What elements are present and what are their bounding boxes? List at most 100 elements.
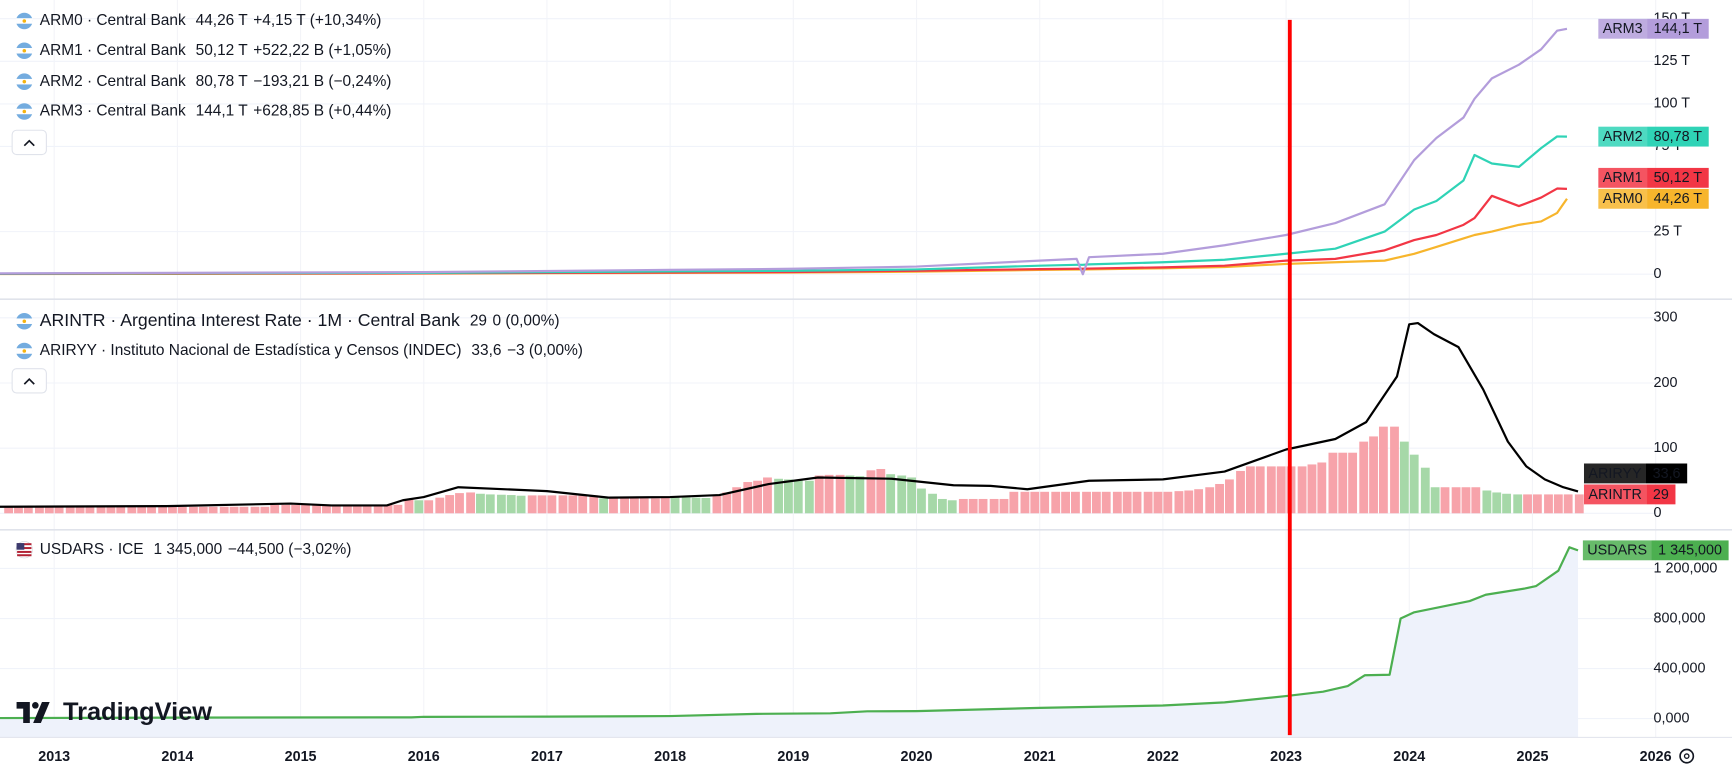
bar: [198, 506, 208, 514]
bar: [1348, 452, 1358, 514]
bar: [1071, 491, 1080, 514]
bar: [732, 487, 742, 514]
bar: [989, 498, 999, 514]
bar: [1399, 441, 1409, 514]
bar: [1297, 466, 1307, 514]
price-label: ARM2 80,78 T: [1598, 126, 1709, 147]
bar: [424, 500, 434, 514]
bar: [1409, 454, 1419, 514]
bar: [1451, 487, 1461, 514]
bar: [1544, 494, 1553, 514]
bar: [158, 506, 168, 514]
bar: [947, 500, 957, 514]
flag-canton: [16, 543, 25, 550]
price-label-value-box: [1647, 167, 1709, 188]
legend-title: ARM1 · Central Bank: [40, 42, 186, 59]
bar: [558, 495, 568, 514]
bar: [1502, 493, 1512, 514]
bar: [999, 498, 1009, 514]
bar: [1513, 494, 1523, 514]
bar: [1430, 487, 1440, 514]
bar: [1174, 491, 1184, 514]
bar: [14, 506, 23, 514]
legend-change: −44,500 (−3,02%): [228, 541, 352, 558]
price-label-name: ARM0: [1603, 191, 1643, 207]
bar: [147, 506, 156, 514]
flag-stripe: [17, 554, 32, 557]
flag-sun: [22, 109, 27, 114]
bar: [1040, 491, 1050, 514]
bar: [322, 504, 331, 514]
flag-sun: [22, 319, 27, 323]
bar: [1225, 479, 1234, 514]
collapse-button[interactable]: [11, 368, 47, 394]
legend-change: +522,22 B (+1,05%): [253, 42, 391, 59]
bar: [1020, 491, 1030, 514]
price-label-name-box: [1598, 188, 1648, 209]
bar: [485, 494, 495, 514]
settings-button[interactable]: [1679, 748, 1695, 764]
collapse-button[interactable]: [11, 129, 47, 156]
bar: [466, 492, 475, 514]
bar: [753, 480, 763, 514]
bar: [1030, 491, 1040, 514]
logo-mark: [33, 702, 50, 724]
bar: [281, 504, 291, 514]
bar: [670, 497, 680, 514]
bar: [404, 498, 414, 514]
price-label-value-box: [1647, 18, 1709, 39]
bar: [855, 476, 865, 514]
collapse-button-box[interactable]: [11, 129, 47, 156]
y-tick-label: 25 T: [1654, 223, 1683, 239]
bar: [1236, 470, 1245, 514]
legend-change: −193,21 B (−0,24%): [253, 73, 391, 90]
chevron-up: [23, 377, 35, 385]
legend-title: ARM2 · Central Bank: [40, 73, 186, 90]
bar: [1153, 491, 1163, 514]
bar: [537, 495, 547, 514]
bar: [106, 506, 116, 514]
bar: [978, 498, 988, 514]
bar: [506, 495, 516, 514]
y-tick-label: 800,000: [1654, 610, 1706, 626]
bar: [250, 506, 260, 514]
flag-stripe: [17, 547, 32, 550]
overlay: 2013 2014 2015 2016 2017 2018 2019 2020 2021 2022…: [15, 11, 1729, 765]
bar: [1553, 494, 1563, 514]
bar: [793, 480, 803, 514]
price-label-name: ARM2: [1603, 129, 1643, 145]
price-label: ARM1 50,12 T: [1598, 167, 1709, 188]
x-tick-label: 2024: [1393, 749, 1425, 765]
price-label-name: USDARS: [1587, 543, 1647, 559]
legend-value: 44,26 T: [196, 12, 249, 29]
bar: [1163, 491, 1173, 514]
bar: [1132, 491, 1142, 514]
bar: [907, 477, 917, 514]
x-tick-label: 2026: [1640, 749, 1672, 765]
x-tick-label: 2014: [161, 749, 193, 765]
bar: [1317, 462, 1327, 514]
bar: [44, 506, 54, 514]
bar: [455, 493, 464, 514]
collapse-button-box[interactable]: [11, 368, 47, 394]
line-series: [0, 546, 1579, 720]
y-tick-label: 0: [1654, 505, 1662, 521]
bar: [260, 506, 270, 514]
bar: [393, 504, 403, 514]
legend-title: ARM3 · Central Bank: [40, 103, 186, 120]
bar: [1112, 491, 1122, 514]
gear-icon[interactable]: [1679, 748, 1695, 764]
grid: [0, 0, 1657, 738]
bar: [691, 497, 701, 514]
bar: [660, 496, 670, 514]
bar: [774, 478, 783, 514]
bar: [1184, 490, 1194, 514]
y-tick-label: 300: [1654, 310, 1678, 326]
bar: [445, 495, 455, 514]
flag-sun: [22, 19, 27, 23]
bar: [4, 506, 14, 514]
bar: [229, 506, 239, 514]
bar: [1359, 441, 1369, 514]
price-label-value-box: [1645, 463, 1688, 484]
